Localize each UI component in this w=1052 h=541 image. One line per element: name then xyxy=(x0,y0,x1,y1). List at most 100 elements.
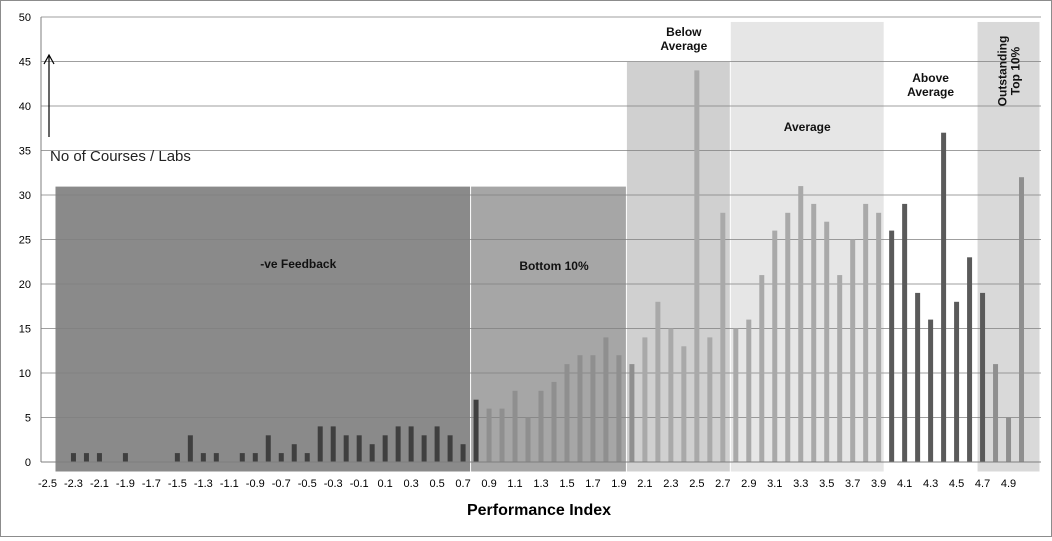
bar xyxy=(954,301,960,462)
x-tick-label: 3.1 xyxy=(767,478,782,490)
bar xyxy=(330,426,336,462)
bar xyxy=(967,257,973,462)
bar xyxy=(707,337,713,462)
x-tick-label: 2.7 xyxy=(715,478,730,490)
bar xyxy=(213,453,219,462)
bar xyxy=(1019,177,1025,462)
bar xyxy=(941,132,947,462)
bar xyxy=(733,328,739,462)
x-tick-label: 4.7 xyxy=(975,478,990,490)
bar xyxy=(863,203,869,462)
bar xyxy=(174,453,180,462)
bar xyxy=(655,301,661,462)
bar xyxy=(187,435,193,462)
y-tick-label: 40 xyxy=(19,101,31,113)
bar xyxy=(83,453,89,462)
x-tick-label: -2.3 xyxy=(64,478,83,490)
bar xyxy=(889,230,895,462)
bar xyxy=(603,337,609,462)
bar xyxy=(278,453,284,462)
bar xyxy=(876,212,882,462)
y-tick-label: 30 xyxy=(19,190,31,202)
bar xyxy=(824,221,830,462)
bar xyxy=(928,319,934,462)
axes-layer: 0 5 10 15 20 25 30 35 40 45 50 -2.5 -2.3 -2.1 -1.9 -1.7… xyxy=(19,12,1041,490)
y-tick-label: 45 xyxy=(19,57,31,69)
bar xyxy=(694,70,700,463)
y-tick-label: 5 xyxy=(25,413,31,425)
x-tick-label: 4.1 xyxy=(897,478,912,490)
bars-layer xyxy=(70,70,1025,463)
bar xyxy=(473,399,479,462)
bar xyxy=(200,453,206,462)
bar xyxy=(369,444,375,462)
zone-3 xyxy=(729,20,885,473)
bar xyxy=(850,239,856,462)
y-tick-label: 0 xyxy=(25,457,31,469)
x-tick-label: -2.1 xyxy=(90,478,109,490)
x-axis-title: Performance Index xyxy=(467,502,611,519)
bar xyxy=(538,390,544,462)
bar xyxy=(1006,417,1012,462)
bar xyxy=(668,328,674,462)
bar xyxy=(317,426,323,462)
x-tick-label: 1.9 xyxy=(611,478,626,490)
labels-layer: -ve Feedback Bottom 10% Below Average Averag… xyxy=(260,25,1022,273)
bar xyxy=(720,212,726,462)
zone-label-1: Bottom 10% xyxy=(519,259,589,273)
x-tick-label: 0.3 xyxy=(403,478,418,490)
bar xyxy=(798,186,804,462)
bar xyxy=(746,319,752,462)
x-tick-label: 2.5 xyxy=(689,478,704,490)
bar xyxy=(408,426,414,462)
zone-label-5: OutstandingTop 10% xyxy=(996,36,1023,107)
x-tick-label: 0.5 xyxy=(429,478,444,490)
x-tick-label: -2.5 xyxy=(38,478,57,490)
bar xyxy=(265,435,271,462)
x-tick-label: -0.5 xyxy=(298,478,317,490)
bar xyxy=(512,390,518,462)
x-tick-label: 4.5 xyxy=(949,478,964,490)
bar xyxy=(343,435,349,462)
x-tick-label: 0.7 xyxy=(455,478,470,490)
bar xyxy=(239,453,245,462)
zone-label-0: -ve Feedback xyxy=(260,257,336,271)
bar xyxy=(564,364,570,462)
zone-label-3: Average xyxy=(784,120,831,134)
bar xyxy=(980,292,986,462)
bar xyxy=(460,444,466,462)
bar xyxy=(915,292,921,462)
zone-label-2: Below Average xyxy=(660,25,707,53)
zone-5 xyxy=(976,20,1041,473)
bar xyxy=(590,355,596,462)
bar xyxy=(486,408,492,462)
y-tick-label: 20 xyxy=(19,279,31,291)
x-tick-label: -1.5 xyxy=(168,478,187,490)
x-tick-label: -1.3 xyxy=(194,478,213,490)
bar xyxy=(304,453,310,462)
bar xyxy=(70,453,76,462)
zone-label-4: Above Average xyxy=(907,71,954,99)
x-tick-label: 3.9 xyxy=(871,478,886,490)
bar xyxy=(837,275,843,462)
bar xyxy=(759,275,765,462)
bar xyxy=(96,453,102,462)
x-tick-label: 0.9 xyxy=(481,478,496,490)
bar xyxy=(421,435,427,462)
x-tick-label: 1.1 xyxy=(507,478,522,490)
bar xyxy=(681,346,687,462)
bar xyxy=(785,212,791,462)
bar xyxy=(122,453,128,462)
bar xyxy=(616,355,622,462)
bar xyxy=(642,337,648,462)
bar xyxy=(252,453,258,462)
x-tick-label: 2.9 xyxy=(741,478,756,490)
y-axis-arrow xyxy=(43,53,55,137)
x-tick-label: 1.5 xyxy=(559,478,574,490)
bar xyxy=(551,381,557,462)
bar xyxy=(811,203,817,462)
bar xyxy=(499,408,505,462)
bar xyxy=(993,364,999,462)
